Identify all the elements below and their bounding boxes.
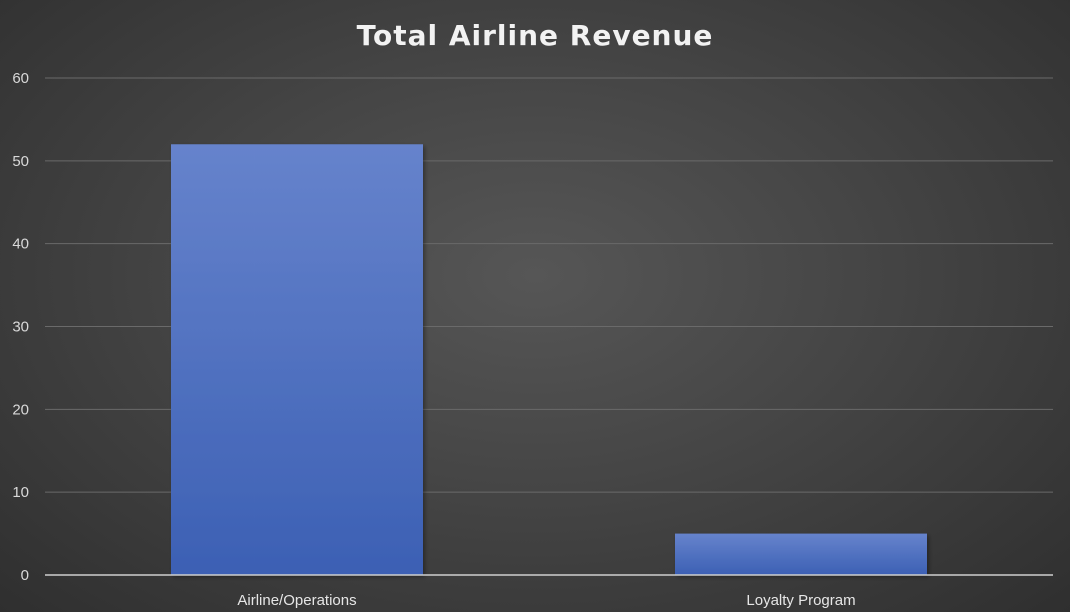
x-category-label: Loyalty Program <box>746 592 855 609</box>
x-axis-labels: Airline/Operations Loyalty Program <box>237 592 855 609</box>
y-tick-label: 60 <box>12 70 29 87</box>
bar-loyalty-program <box>675 533 927 575</box>
y-tick-label: 0 <box>21 567 29 584</box>
y-tick-label: 20 <box>12 401 29 418</box>
chart-title: Total Airline Revenue <box>357 19 714 52</box>
bar-airline-operations <box>171 144 423 575</box>
y-tick-label: 30 <box>12 319 29 336</box>
y-axis-ticks: 0 10 20 30 40 50 60 <box>12 70 29 584</box>
y-tick-label: 40 <box>12 236 29 253</box>
y-tick-label: 50 <box>12 153 29 170</box>
y-tick-label: 10 <box>12 484 29 501</box>
bars <box>171 144 927 575</box>
x-category-label: Airline/Operations <box>237 592 356 609</box>
